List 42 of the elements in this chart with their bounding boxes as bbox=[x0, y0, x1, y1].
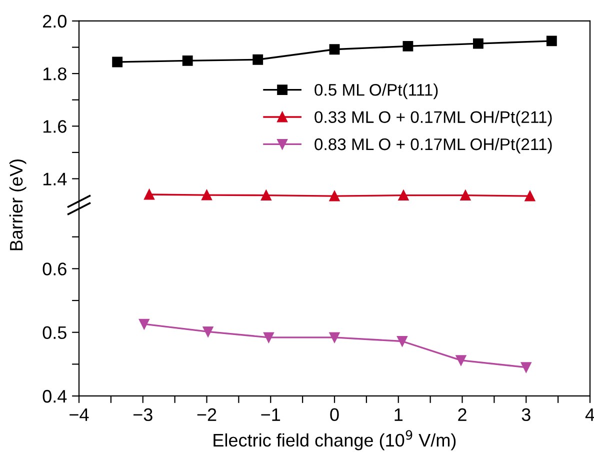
x-axis-title: Electric field change (10$^{9}$ V/m) bbox=[214, 430, 456, 450]
point bbox=[546, 36, 557, 46]
y-tick-label: 1.8 bbox=[43, 67, 66, 80]
point bbox=[202, 190, 212, 200]
y-tick-label: 1.6 bbox=[43, 120, 66, 133]
y-tick-label: 1.4 bbox=[43, 172, 67, 186]
legend-label: 0.33 ML O + 0.17ML OH/Pt(211) bbox=[314, 110, 552, 126]
legend-label: 0.83 ML O + 0.17ML OH/Pt(211) bbox=[314, 138, 552, 154]
y-tick-label: 0.4 bbox=[42, 390, 67, 403]
point bbox=[260, 190, 272, 200]
point bbox=[398, 190, 409, 200]
y-axis-title: Barrier (eV) bbox=[9, 159, 26, 250]
point bbox=[329, 44, 340, 55]
point bbox=[456, 355, 466, 366]
point bbox=[520, 362, 532, 373]
x-tick-label: 1 bbox=[394, 408, 403, 421]
y-tick-label: 0.6 bbox=[42, 262, 66, 276]
point bbox=[397, 336, 408, 346]
legend-label: 0.5 ML O/Pt(111) bbox=[314, 84, 438, 100]
x-tick-label: −1 bbox=[261, 408, 280, 421]
point bbox=[460, 190, 471, 200]
x-tick-label: 4 bbox=[585, 408, 594, 421]
point bbox=[473, 38, 484, 49]
point bbox=[329, 190, 340, 202]
x-tick-label: 3 bbox=[522, 408, 530, 422]
point bbox=[252, 54, 264, 65]
point bbox=[264, 332, 274, 343]
point bbox=[524, 190, 536, 202]
x-tick-label: 2 bbox=[458, 408, 466, 421]
x-tick-label: −2 bbox=[197, 408, 216, 421]
x-tick-label: −3 bbox=[133, 408, 152, 422]
y-tick-label: 2.0 bbox=[43, 14, 66, 28]
point bbox=[329, 332, 340, 343]
point bbox=[402, 41, 414, 52]
point bbox=[138, 318, 150, 330]
point bbox=[112, 56, 123, 68]
y-tick-label: 0.5 bbox=[42, 326, 66, 340]
x-tick-label: −4 bbox=[70, 408, 89, 421]
x-tick-label: 0 bbox=[330, 408, 339, 422]
point bbox=[144, 189, 154, 200]
point bbox=[202, 326, 214, 337]
point bbox=[182, 55, 193, 66]
